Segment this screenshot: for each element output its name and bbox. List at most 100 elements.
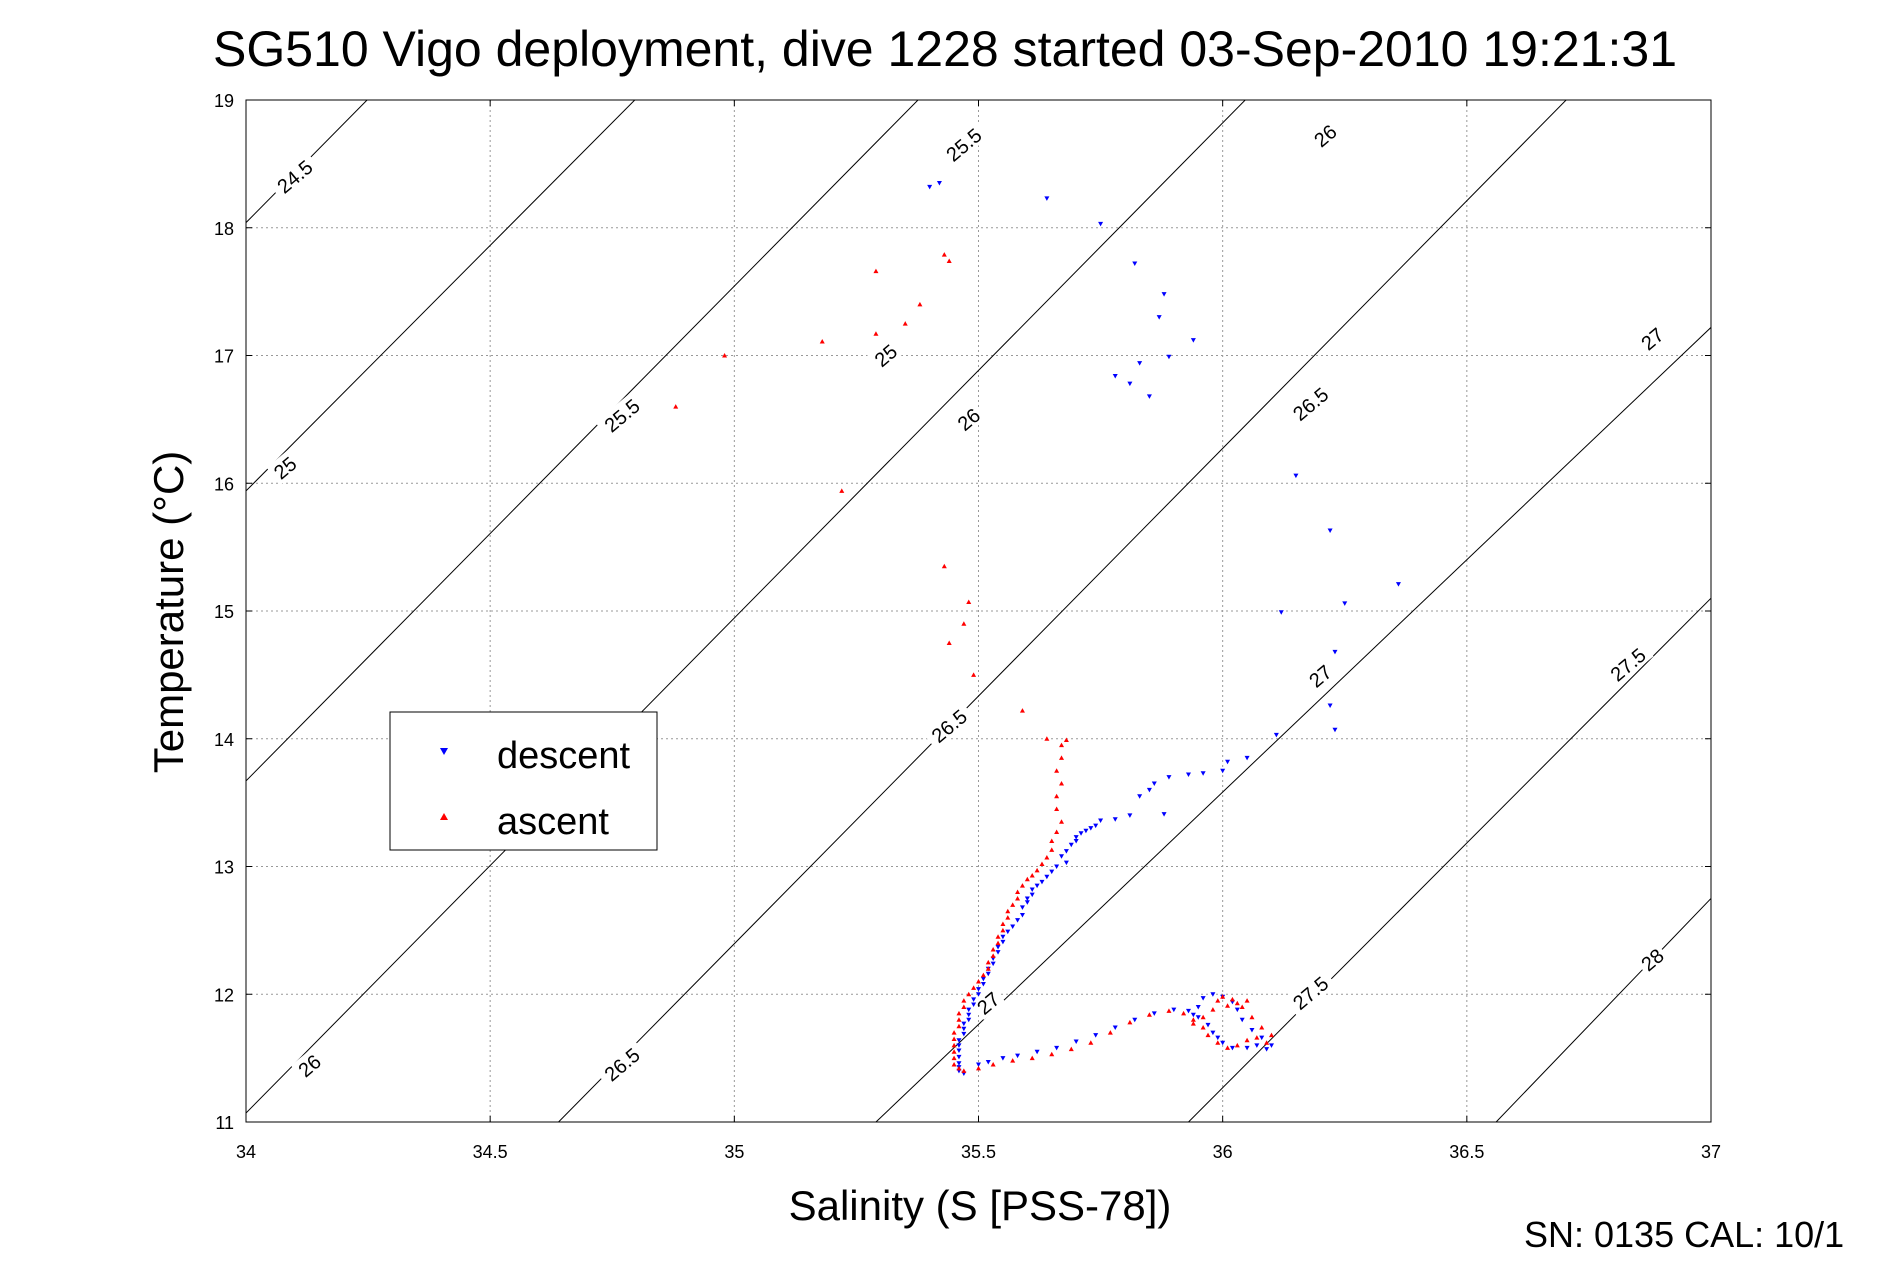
descent-point	[1244, 1045, 1250, 1051]
ascent-point	[1049, 847, 1055, 852]
ascent-point	[1019, 883, 1025, 888]
descent-point	[980, 982, 986, 987]
descent-point	[1127, 813, 1133, 818]
y-tick-label: 19	[214, 91, 234, 111]
ascent-point	[961, 998, 967, 1003]
ascent-point	[1215, 1040, 1221, 1045]
isopycnal-line-25-5	[246, 100, 919, 782]
serial-calibration-note: SN: 0135 CAL: 10/1	[1524, 1214, 1844, 1255]
x-tick-label: 35.5	[961, 1142, 996, 1162]
isopycnal-label-text: 25	[871, 341, 902, 372]
descent-point	[1190, 338, 1196, 343]
isopycnal-label-bg	[1283, 967, 1337, 1017]
descent-point	[956, 1054, 962, 1060]
ascent-point	[976, 1065, 981, 1071]
ascent-point	[1068, 1046, 1074, 1052]
descent-point	[956, 1043, 962, 1048]
ascent-point	[1063, 737, 1069, 743]
descent-point	[961, 1026, 967, 1032]
descent-point	[966, 1007, 972, 1013]
ascent-point	[1024, 876, 1030, 882]
ascent-point	[966, 991, 972, 997]
legend-ascent-marker	[440, 813, 448, 820]
descent-point	[1327, 528, 1333, 534]
descent-point	[971, 997, 977, 1002]
descent-point	[961, 1031, 967, 1037]
ascent-point	[1205, 1032, 1211, 1038]
ascent-point	[819, 338, 825, 344]
ascent-point	[951, 1055, 957, 1061]
legend-ascent-label: ascent	[497, 801, 609, 843]
isopycnal-label: 25	[266, 449, 303, 485]
ascent-point	[873, 268, 879, 274]
ascent-point	[946, 640, 952, 645]
ascent-point	[1054, 806, 1060, 812]
descent-point	[1200, 996, 1206, 1001]
descent-point	[1063, 849, 1069, 854]
descent-point	[1073, 1039, 1079, 1045]
ascent-point	[1215, 998, 1221, 1003]
ascent-point	[971, 985, 977, 990]
descent-point	[1342, 601, 1348, 606]
ascent-point	[1059, 755, 1065, 760]
ascent-point	[1229, 996, 1235, 1002]
descent-point	[1273, 732, 1279, 738]
descent-point	[1220, 768, 1226, 774]
ascent-point	[1010, 902, 1016, 907]
descent-point	[1088, 826, 1094, 831]
descent-point	[1156, 315, 1162, 320]
data-points	[673, 181, 1401, 1076]
ascent-point	[995, 934, 1001, 939]
descent-point	[956, 1038, 962, 1043]
descent-point	[1044, 196, 1050, 201]
descent-point	[1093, 823, 1099, 829]
ascent-point	[1249, 1014, 1255, 1020]
isopycnal-label-bg	[950, 401, 986, 437]
ascent-point	[956, 1010, 962, 1016]
descent-point	[966, 1012, 972, 1018]
descent-point	[1264, 1047, 1270, 1052]
descent-point	[961, 1021, 967, 1027]
ascent-point	[956, 1065, 962, 1071]
isopycnal-label: 26.5	[1283, 378, 1337, 428]
descent-point	[995, 950, 1001, 955]
ascent-point	[1039, 861, 1045, 866]
isopycnal-label: 26	[1306, 117, 1343, 153]
isopycnal-label: 24.5	[267, 151, 321, 201]
descent-point	[1063, 860, 1069, 866]
descent-point	[980, 976, 986, 982]
descent-point	[1210, 992, 1216, 997]
descent-point	[976, 1062, 981, 1068]
descent-point	[1024, 900, 1030, 905]
isopycnal-label-bg	[291, 1047, 327, 1083]
isopycnal-label-bg	[1306, 117, 1343, 153]
isopycnal-label: 25.5	[595, 390, 648, 440]
descent-point	[966, 1017, 972, 1023]
descent-point	[1259, 1035, 1265, 1041]
ascent-point	[961, 1004, 967, 1010]
isopycnal-line-27-5	[1188, 597, 1711, 1122]
descent-point	[1244, 755, 1250, 761]
descent-point	[1151, 781, 1157, 786]
descent-point	[985, 1059, 991, 1065]
ascent-point	[1244, 1037, 1250, 1043]
ascent-point	[985, 959, 991, 965]
ascent-point	[956, 1017, 962, 1022]
ascent-point	[1269, 1032, 1274, 1038]
isopycnal-label-text: 27	[1637, 324, 1668, 355]
descent-point	[1146, 394, 1152, 399]
ascent-point	[1010, 1058, 1016, 1063]
descent-point	[1332, 649, 1338, 655]
isopycnal-label-text: 25	[270, 453, 301, 484]
descent-point	[1029, 887, 1035, 892]
isopycnal-label-bg	[936, 119, 990, 169]
descent-point	[1327, 703, 1333, 709]
descent-point	[1200, 771, 1206, 776]
descent-point	[1171, 1007, 1177, 1013]
y-tick-label: 17	[214, 347, 234, 367]
ascent-point	[956, 1023, 962, 1029]
descent-point	[1215, 1035, 1221, 1041]
descent-point	[1029, 892, 1035, 898]
ascent-point	[1029, 1055, 1035, 1061]
ascent-point	[1200, 1024, 1206, 1030]
